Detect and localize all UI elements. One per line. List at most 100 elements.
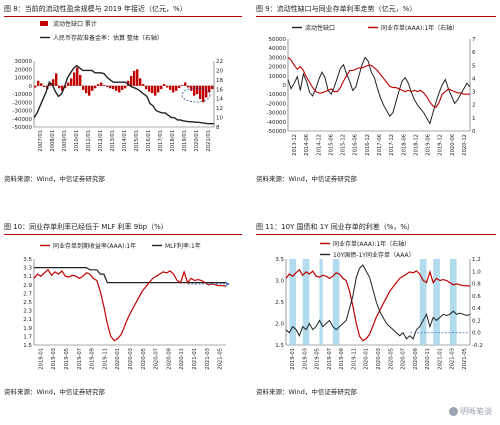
legend-ncd-label: 同业存单(AAA):1年（右轴） <box>333 240 410 248</box>
ncd-line <box>33 268 227 342</box>
bar <box>184 82 187 86</box>
x-tick-label: 2015-12 <box>341 134 347 156</box>
y-tick-label: 20000 <box>15 67 33 73</box>
bar <box>211 85 214 90</box>
x-tick-label: 2020-07 <box>401 348 407 370</box>
bar <box>181 84 184 86</box>
y-tick-label: 3.0 <box>275 279 284 285</box>
y-tick-label: 20000 <box>269 65 287 71</box>
y-tick-label: 1.5 <box>23 343 32 349</box>
y2-tick-label: 12 <box>216 106 223 112</box>
bar <box>103 84 106 86</box>
panel-fig10: 图 10：同业存单利率已经低于 MLF 利率 9bp（%） 3.5 3.3 3.1 2… <box>4 222 242 400</box>
bar <box>142 84 145 86</box>
y2-tick-label: 6 <box>472 50 476 56</box>
x-tick-label: 2013/01 <box>110 130 116 152</box>
x-tick-label: 2019-12 <box>438 134 444 156</box>
x-tick-label: 2020-09 <box>413 348 419 370</box>
y-tick-label: 2.7 <box>23 291 32 297</box>
panel-fig9: 图 9：流动性缺口与同业存单利率走势（亿元，%） 50000 40000 30000… <box>256 4 496 184</box>
title-divider <box>256 234 496 235</box>
spread-line <box>285 264 471 340</box>
title-divider <box>4 16 242 17</box>
x-tick-label: 2008/01 <box>50 130 56 152</box>
panel-fig11: 图 11：10Y 国债和 1Y 同业存单的利差（%，%） 3.5 3.0 2.5 2.… <box>256 222 496 400</box>
ncd-line <box>285 268 471 342</box>
x-tick-label: 2020-05 <box>388 348 394 370</box>
bar <box>130 75 133 86</box>
bar <box>199 85 202 99</box>
chart-fig10: 3.5 3.3 3.1 2.9 2.7 2.5 2.3 2.1 1.9 1.7 1.5 2019-01… <box>23 242 230 370</box>
wechat-icon <box>449 407 458 416</box>
bar <box>124 85 127 89</box>
x-tick-label: 2019-09 <box>90 348 96 370</box>
bar <box>73 72 76 86</box>
bar <box>136 69 139 86</box>
x-tick-label: 2018-06 <box>401 134 407 156</box>
x-tick-label: 2020-12 <box>462 134 468 156</box>
bar <box>133 70 136 86</box>
x-tick-label: 2020-05 <box>141 348 147 370</box>
y-tick-label: 2.1 <box>23 317 32 323</box>
shaded-period <box>433 259 440 345</box>
bar <box>202 85 205 103</box>
bar <box>121 85 124 90</box>
chart-fig8: 30000 20000 10000 0 -10000 -20000 -30000 -40000… <box>13 20 224 152</box>
bar <box>49 83 52 86</box>
y-tick-label: 1.7 <box>23 334 32 340</box>
bar <box>109 85 112 89</box>
x-tick-label: 2013-12 <box>292 134 298 156</box>
panel-source: 资料来源：Wind，中信证券研究部 <box>256 388 357 396</box>
y-tick-label: -30000 <box>267 111 287 117</box>
bar <box>163 84 166 86</box>
x-tick-label: 2019-11 <box>351 348 357 370</box>
y-tick-label: -40000 <box>13 117 33 123</box>
y-tick-label: 3.1 <box>23 274 32 280</box>
chart-fig11: 3.5 3.0 2.5 2.0 1.5 1.2 1.0 0.8 0.6 0.4 0.2 0.0 -0.2… <box>275 240 482 370</box>
legend-bars-swatch <box>40 21 48 26</box>
y2-tick-label: 0.0 <box>472 331 481 337</box>
y2-tick-label: 18 <box>216 78 223 84</box>
bar <box>37 80 40 86</box>
bar <box>157 85 160 93</box>
bar <box>40 83 43 86</box>
y-tick-label: -10000 <box>13 92 33 98</box>
watermark-text: 明晰笔谈 <box>460 407 492 416</box>
y2-tick-label: 4 <box>472 76 476 82</box>
bar <box>172 85 175 93</box>
y2-tick-label: 2 <box>472 103 476 109</box>
bar <box>97 84 100 86</box>
title-divider <box>256 16 496 17</box>
bar <box>208 85 211 93</box>
legend-spread-label: 10Y国债-1Y同业存单（AAA） <box>333 251 415 259</box>
mlf-line <box>34 267 226 284</box>
legend-bars-label: 流动性缺口 累计 <box>53 20 97 28</box>
x-tick-label: 2016/01 <box>146 130 152 152</box>
bar <box>100 82 103 86</box>
panel-title: 图 9：流动性缺口与同业存单利率走势（亿元，%） <box>256 5 417 13</box>
bar <box>70 78 73 86</box>
x-tick-label: 2017-12 <box>389 134 395 156</box>
panel-title: 图 8：当前的流动性盈余规模与 2019 年接近（亿元，%） <box>4 5 187 13</box>
y2-tick-label: 22 <box>216 59 223 65</box>
x-tick-label: 2019-01 <box>290 348 296 370</box>
y2-tick-label: 14 <box>216 97 223 103</box>
bar <box>52 79 55 86</box>
y2-tick-label: 16 <box>216 87 223 93</box>
x-tick-label: 2015/01 <box>134 130 140 152</box>
shaded-period <box>449 259 457 345</box>
y2-tick-label: 0.8 <box>472 282 481 288</box>
bar <box>193 85 196 96</box>
x-tick-label: 2020-01 <box>115 348 121 370</box>
title-divider <box>4 234 242 235</box>
y2-tick-label: 5 <box>472 63 476 69</box>
x-tick-label: 2015-06 <box>328 134 334 156</box>
x-tick-label: 2014-12 <box>316 134 322 156</box>
shaded-period <box>319 259 323 345</box>
x-tick-label: 2018-12 <box>413 134 419 156</box>
panel-source: 资料来源：Wind，中信证券研究部 <box>4 175 105 183</box>
x-tick-label: 2019-11 <box>102 348 108 370</box>
y-tick-label: 50000 <box>269 37 287 43</box>
panel-title: 图 11：10Y 国债和 1Y 同业存单的利差（%，%） <box>256 223 415 231</box>
y-tick-label: 3.5 <box>275 257 284 263</box>
